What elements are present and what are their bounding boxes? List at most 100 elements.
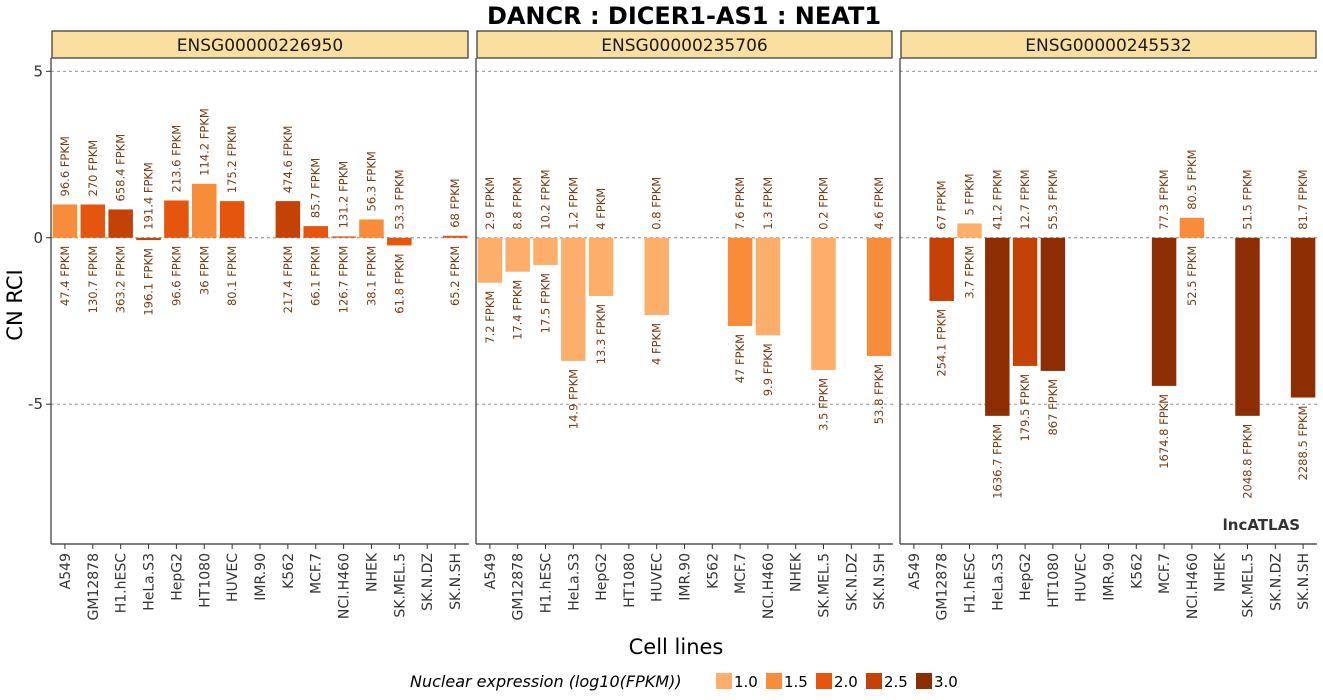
bar-HeLa.S3	[985, 237, 1010, 416]
value-label-bottom: 3.5 FPKM	[817, 378, 831, 431]
value-label-top: 96.6 FPKM	[58, 136, 72, 196]
value-label-bottom: 17.4 FPKM	[511, 280, 525, 340]
value-label-top: 67 FPKM	[935, 180, 949, 229]
x-tick-label: HeLa.S3	[990, 553, 1006, 611]
x-tick-label: SK.MEL.5	[392, 553, 408, 618]
x-axis-label: Cell lines	[629, 635, 724, 659]
value-label-top: 658.4 FPKM	[114, 134, 128, 202]
value-label-bottom: 38.1 FPKM	[364, 246, 378, 306]
x-tick-label: HUVEC	[1074, 553, 1090, 602]
bar-SK.MEL.5	[1235, 237, 1260, 416]
value-label-top: 5 FPKM	[963, 173, 977, 215]
value-label-bottom: 47 FPKM	[733, 334, 747, 383]
value-label-bottom: 1636.7 FPKM	[990, 424, 1004, 499]
x-tick-label: SK.N.DZ	[420, 553, 436, 611]
panel-2: ENSG00000235706 2.9 FPKM 7.2 FPKM 8.8 FPKM 1…	[475, 30, 893, 620]
panel-3: ENSG00000245532 67 FPKM 254.1 FPKM 5 FPKM 3.…	[899, 30, 1317, 620]
x-tick-label: IMR.90	[678, 553, 694, 601]
legend-swatch	[766, 673, 782, 689]
y-tick-label: -5	[28, 395, 43, 413]
legend-title: Nuclear expression (log10(FPKM))	[410, 672, 682, 691]
x-tick-label: A549	[907, 553, 923, 589]
x-tick-label: GM12878	[86, 553, 102, 620]
x-tick-label: SK.N.SH	[872, 553, 888, 610]
legend-swatch	[866, 673, 882, 689]
x-tick-label: NHEK	[1213, 552, 1229, 592]
value-label-bottom: 217.4 FPKM	[281, 246, 295, 314]
value-label-top: 7.6 FPKM	[733, 177, 747, 230]
x-tick-label: SK.MEL.5	[1241, 553, 1257, 618]
value-label-top: 56.3 FPKM	[364, 151, 378, 211]
x-tick-label: IMR.90	[253, 553, 269, 601]
bar-GM12878	[80, 204, 106, 238]
bar-HUVEC	[644, 237, 669, 315]
value-label-bottom: 254.1 FPKM	[935, 309, 949, 377]
x-tick-label: HT1080	[1046, 553, 1062, 608]
value-label-bottom: 179.5 FPKM	[1018, 374, 1032, 442]
value-label-top: 8.8 FPKM	[511, 177, 525, 230]
value-label-top: 4 FPKM	[594, 188, 608, 230]
bar-GM12878	[505, 237, 530, 272]
value-label-bottom: 4 FPKM	[650, 323, 664, 365]
x-tick-label: MCF.7	[733, 553, 749, 594]
value-label-bottom: 2288.5 FPKM	[1296, 406, 1310, 481]
value-label-top: 191.4 FPKM	[142, 162, 156, 230]
x-tick-label: SK.N.SH	[1296, 553, 1312, 610]
legend-label: 3.0	[934, 673, 958, 691]
x-tick-label: GM12878	[935, 553, 951, 620]
x-tick-label: HepG2	[1018, 553, 1034, 601]
bar-H1.hESC	[533, 237, 558, 266]
x-tick-label: MCF.7	[309, 553, 325, 594]
legend-swatch	[816, 673, 832, 689]
value-label-top: 80.5 FPKM	[1185, 149, 1199, 209]
x-tick-label: HUVEC	[225, 553, 241, 602]
bar-MCF.7	[303, 226, 328, 238]
panel-1: ENSG00000226950 96.6 FPKM 47.4 FPKM 270 FPK…	[50, 30, 469, 620]
value-label-top: 68 FPKM	[448, 178, 462, 227]
x-tick-label: K562	[281, 553, 297, 589]
value-label-top: 12.7 FPKM	[1018, 169, 1032, 229]
bar-NCI.H460	[331, 236, 356, 238]
x-tick-label: HepG2	[169, 553, 185, 601]
x-tick-label: NCI.H460	[761, 553, 777, 619]
value-label-top: 85.7 FPKM	[309, 158, 323, 218]
value-label-bottom: 61.8 FPKM	[392, 253, 406, 313]
bar-HeLa.S3	[561, 237, 586, 361]
x-tick-label: HeLa.S3	[142, 553, 158, 611]
x-tick-label: HeLa.S3	[566, 553, 582, 611]
legend-swatch	[716, 673, 732, 689]
panel-strip	[51, 30, 469, 59]
x-tick-label: SK.N.DZ	[1268, 553, 1284, 611]
value-label-bottom: 80.1 FPKM	[225, 246, 239, 306]
bar-HeLa.S3	[136, 237, 161, 241]
legend-label: 1.0	[734, 673, 758, 691]
x-tick-label: HT1080	[622, 553, 638, 608]
x-tick-label: NHEK	[789, 552, 805, 592]
legend-swatch	[916, 673, 932, 689]
bar-NCI.H460	[1179, 217, 1205, 238]
bar-A549	[477, 237, 503, 283]
value-label-bottom: 126.7 FPKM	[337, 246, 351, 314]
x-tick-label: IMR.90	[1102, 553, 1118, 601]
value-label-top: 2.9 FPKM	[483, 177, 497, 230]
y-tick-label: 0	[33, 229, 43, 247]
value-label-top: 0.8 FPKM	[650, 177, 664, 230]
bar-SK.N.SH	[866, 237, 892, 356]
value-label-bottom: 14.9 FPKM	[566, 369, 580, 429]
bar-HT1080	[1040, 237, 1066, 371]
bar-HT1080	[192, 183, 217, 238]
x-tick-label: HUVEC	[650, 553, 666, 602]
bar-HepG2	[164, 200, 189, 238]
value-label-top: 53.3 FPKM	[392, 169, 406, 229]
x-tick-label: HT1080	[197, 553, 213, 608]
x-tick-label: GM12878	[511, 553, 527, 620]
y-axis: 5 0 -5	[28, 62, 51, 413]
bar-K562	[275, 201, 301, 238]
value-label-bottom: 65.2 FPKM	[448, 246, 462, 306]
value-label-bottom: 3.7 FPKM	[963, 246, 977, 299]
y-tick-label: 5	[33, 62, 43, 80]
bar-MCF.7	[1151, 237, 1177, 386]
panel-strip	[900, 30, 1317, 59]
value-label-top: 114.2 FPKM	[197, 108, 211, 176]
